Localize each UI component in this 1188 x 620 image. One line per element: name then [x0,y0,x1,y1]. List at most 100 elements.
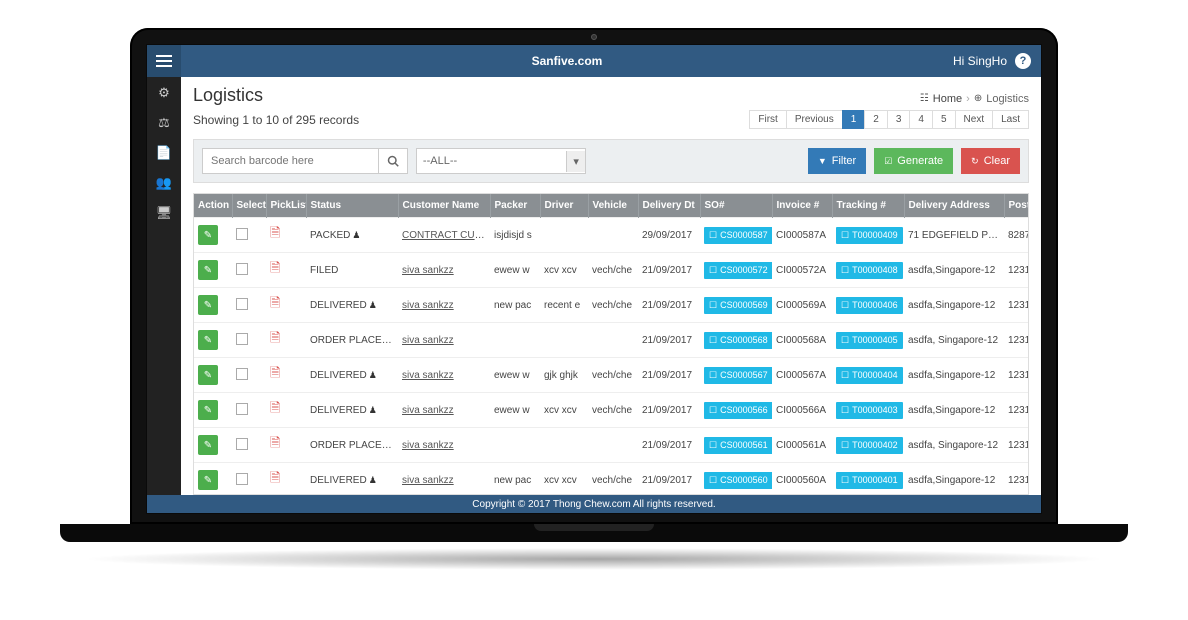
person-icon: ♟ [369,370,377,380]
so-link[interactable]: ☐CS0000567 [704,367,772,384]
col-so-[interactable]: SO# [700,194,772,218]
page-next[interactable]: Next [955,110,994,129]
col-delivery-address[interactable]: Delivery Address [904,194,1004,218]
page-1[interactable]: 1 [842,110,866,129]
edit-icon[interactable]: ✎ [198,295,218,315]
col-tracking-[interactable]: Tracking # [832,194,904,218]
customer-link[interactable]: siva sankzz [402,405,454,416]
page-4[interactable]: 4 [909,110,933,129]
scale-icon[interactable]: ⚖ [147,113,181,133]
row-checkbox[interactable] [236,368,248,380]
page-prev[interactable]: Previous [786,110,843,129]
footer: Copyright © 2017 Thong Chew.com All righ… [147,495,1041,513]
edit-icon[interactable]: ✎ [198,225,218,245]
users-icon[interactable]: 👥 [147,173,181,193]
pdf-icon[interactable]: 🗎 [270,365,280,380]
menu-toggle[interactable] [147,45,181,77]
row-checkbox[interactable] [236,403,248,415]
tracking-link[interactable]: ☐T00000408 [836,262,903,279]
col-customer-name[interactable]: Customer Name [398,194,490,218]
filter-button[interactable]: ▼ Filter [808,148,866,174]
col-vehicle[interactable]: Vehicle [588,194,638,218]
col-delivery-dt[interactable]: Delivery Dt [638,194,700,218]
search-button[interactable] [378,148,408,174]
tracking-link[interactable]: ☐T00000403 [836,402,903,419]
cell-delivery-date: 21/09/2017 [638,428,700,463]
col-packer[interactable]: Packer [490,194,540,218]
cell-select [232,253,266,288]
doc-icon[interactable]: 📄 [147,143,181,163]
breadcrumb-home[interactable]: Home [933,93,962,105]
gears-icon[interactable]: ⚙ [147,83,181,103]
help-icon[interactable]: ? [1015,53,1031,69]
col-driver[interactable]: Driver [540,194,588,218]
pdf-icon[interactable]: 🗎 [270,400,280,415]
tracking-link[interactable]: ☐T00000402 [836,437,903,454]
cell-address: asdfa,Singapore-12 [904,288,1004,323]
pdf-icon[interactable]: 🗎 [270,295,280,310]
row-checkbox[interactable] [236,228,248,240]
row-checkbox[interactable] [236,263,248,275]
cell-action: ✎ [194,288,232,323]
edit-icon[interactable]: ✎ [198,260,218,280]
customer-link[interactable]: siva sankzz [402,440,454,451]
customer-link[interactable]: CONTRACT CUST… [402,230,490,241]
row-checkbox[interactable] [236,438,248,450]
so-link[interactable]: ☐CS0000560 [704,472,772,489]
col-status[interactable]: Status [306,194,398,218]
person-icon: ♟ [369,405,377,415]
col-picklist[interactable]: PickList [266,194,306,218]
status-filter-select[interactable]: --ALL-- ▾ [416,148,586,174]
cell-status: DELIVERED♟ [306,463,398,496]
edit-icon[interactable]: ✎ [198,435,218,455]
tracking-link[interactable]: ☐T00000409 [836,227,903,244]
so-link[interactable]: ☐CS0000561 [704,437,772,454]
cell-picklist: 🗎 [266,288,306,323]
external-icon: ☐ [709,230,717,241]
cell-so: ☐CS0000568 [700,323,772,358]
tracking-link[interactable]: ☐T00000401 [836,472,903,489]
pdf-icon[interactable]: 🗎 [270,435,280,450]
page-5[interactable]: 5 [932,110,956,129]
col-action[interactable]: Action [194,194,232,218]
page-2[interactable]: 2 [864,110,888,129]
row-checkbox[interactable] [236,298,248,310]
edit-icon[interactable]: ✎ [198,470,218,490]
row-checkbox[interactable] [236,473,248,485]
customer-link[interactable]: siva sankzz [402,370,454,381]
screen-icon[interactable]: 🖥 [147,203,181,223]
edit-icon[interactable]: ✎ [198,365,218,385]
pdf-icon[interactable]: 🗎 [270,260,280,275]
customer-link[interactable]: siva sankzz [402,300,454,311]
so-link[interactable]: ☐CS0000568 [704,332,772,349]
col-postal-cd[interactable]: Postal Cd [1004,194,1029,218]
external-icon: ☐ [709,440,717,451]
cell-picklist: 🗎 [266,393,306,428]
row-checkbox[interactable] [236,333,248,345]
edit-icon[interactable]: ✎ [198,330,218,350]
so-link[interactable]: ☐CS0000566 [704,402,772,419]
so-link[interactable]: ☐CS0000569 [704,297,772,314]
pdf-icon[interactable]: 🗎 [270,225,280,240]
page-first[interactable]: First [749,110,786,129]
tracking-link[interactable]: ☐T00000406 [836,297,903,314]
col-select[interactable]: Select [232,194,266,218]
pdf-icon[interactable]: 🗎 [270,470,280,485]
page-last[interactable]: Last [992,110,1029,129]
customer-link[interactable]: siva sankzz [402,335,454,346]
generate-button[interactable]: ☑ Generate [874,148,953,174]
col-invoice-[interactable]: Invoice # [772,194,832,218]
clear-button[interactable]: ↻ Clear [961,148,1020,174]
cell-driver: xcv xcv [540,253,588,288]
search-input[interactable] [202,148,378,174]
page-3[interactable]: 3 [887,110,911,129]
tracking-link[interactable]: ☐T00000405 [836,332,903,349]
pdf-icon[interactable]: 🗎 [270,330,280,345]
tracking-link[interactable]: ☐T00000404 [836,367,903,384]
customer-link[interactable]: siva sankzz [402,265,454,276]
so-link[interactable]: ☐CS0000572 [704,262,772,279]
so-link[interactable]: ☐CS0000587 [704,227,772,244]
cell-customer: siva sankzz [398,288,490,323]
edit-icon[interactable]: ✎ [198,400,218,420]
customer-link[interactable]: siva sankzz [402,475,454,486]
